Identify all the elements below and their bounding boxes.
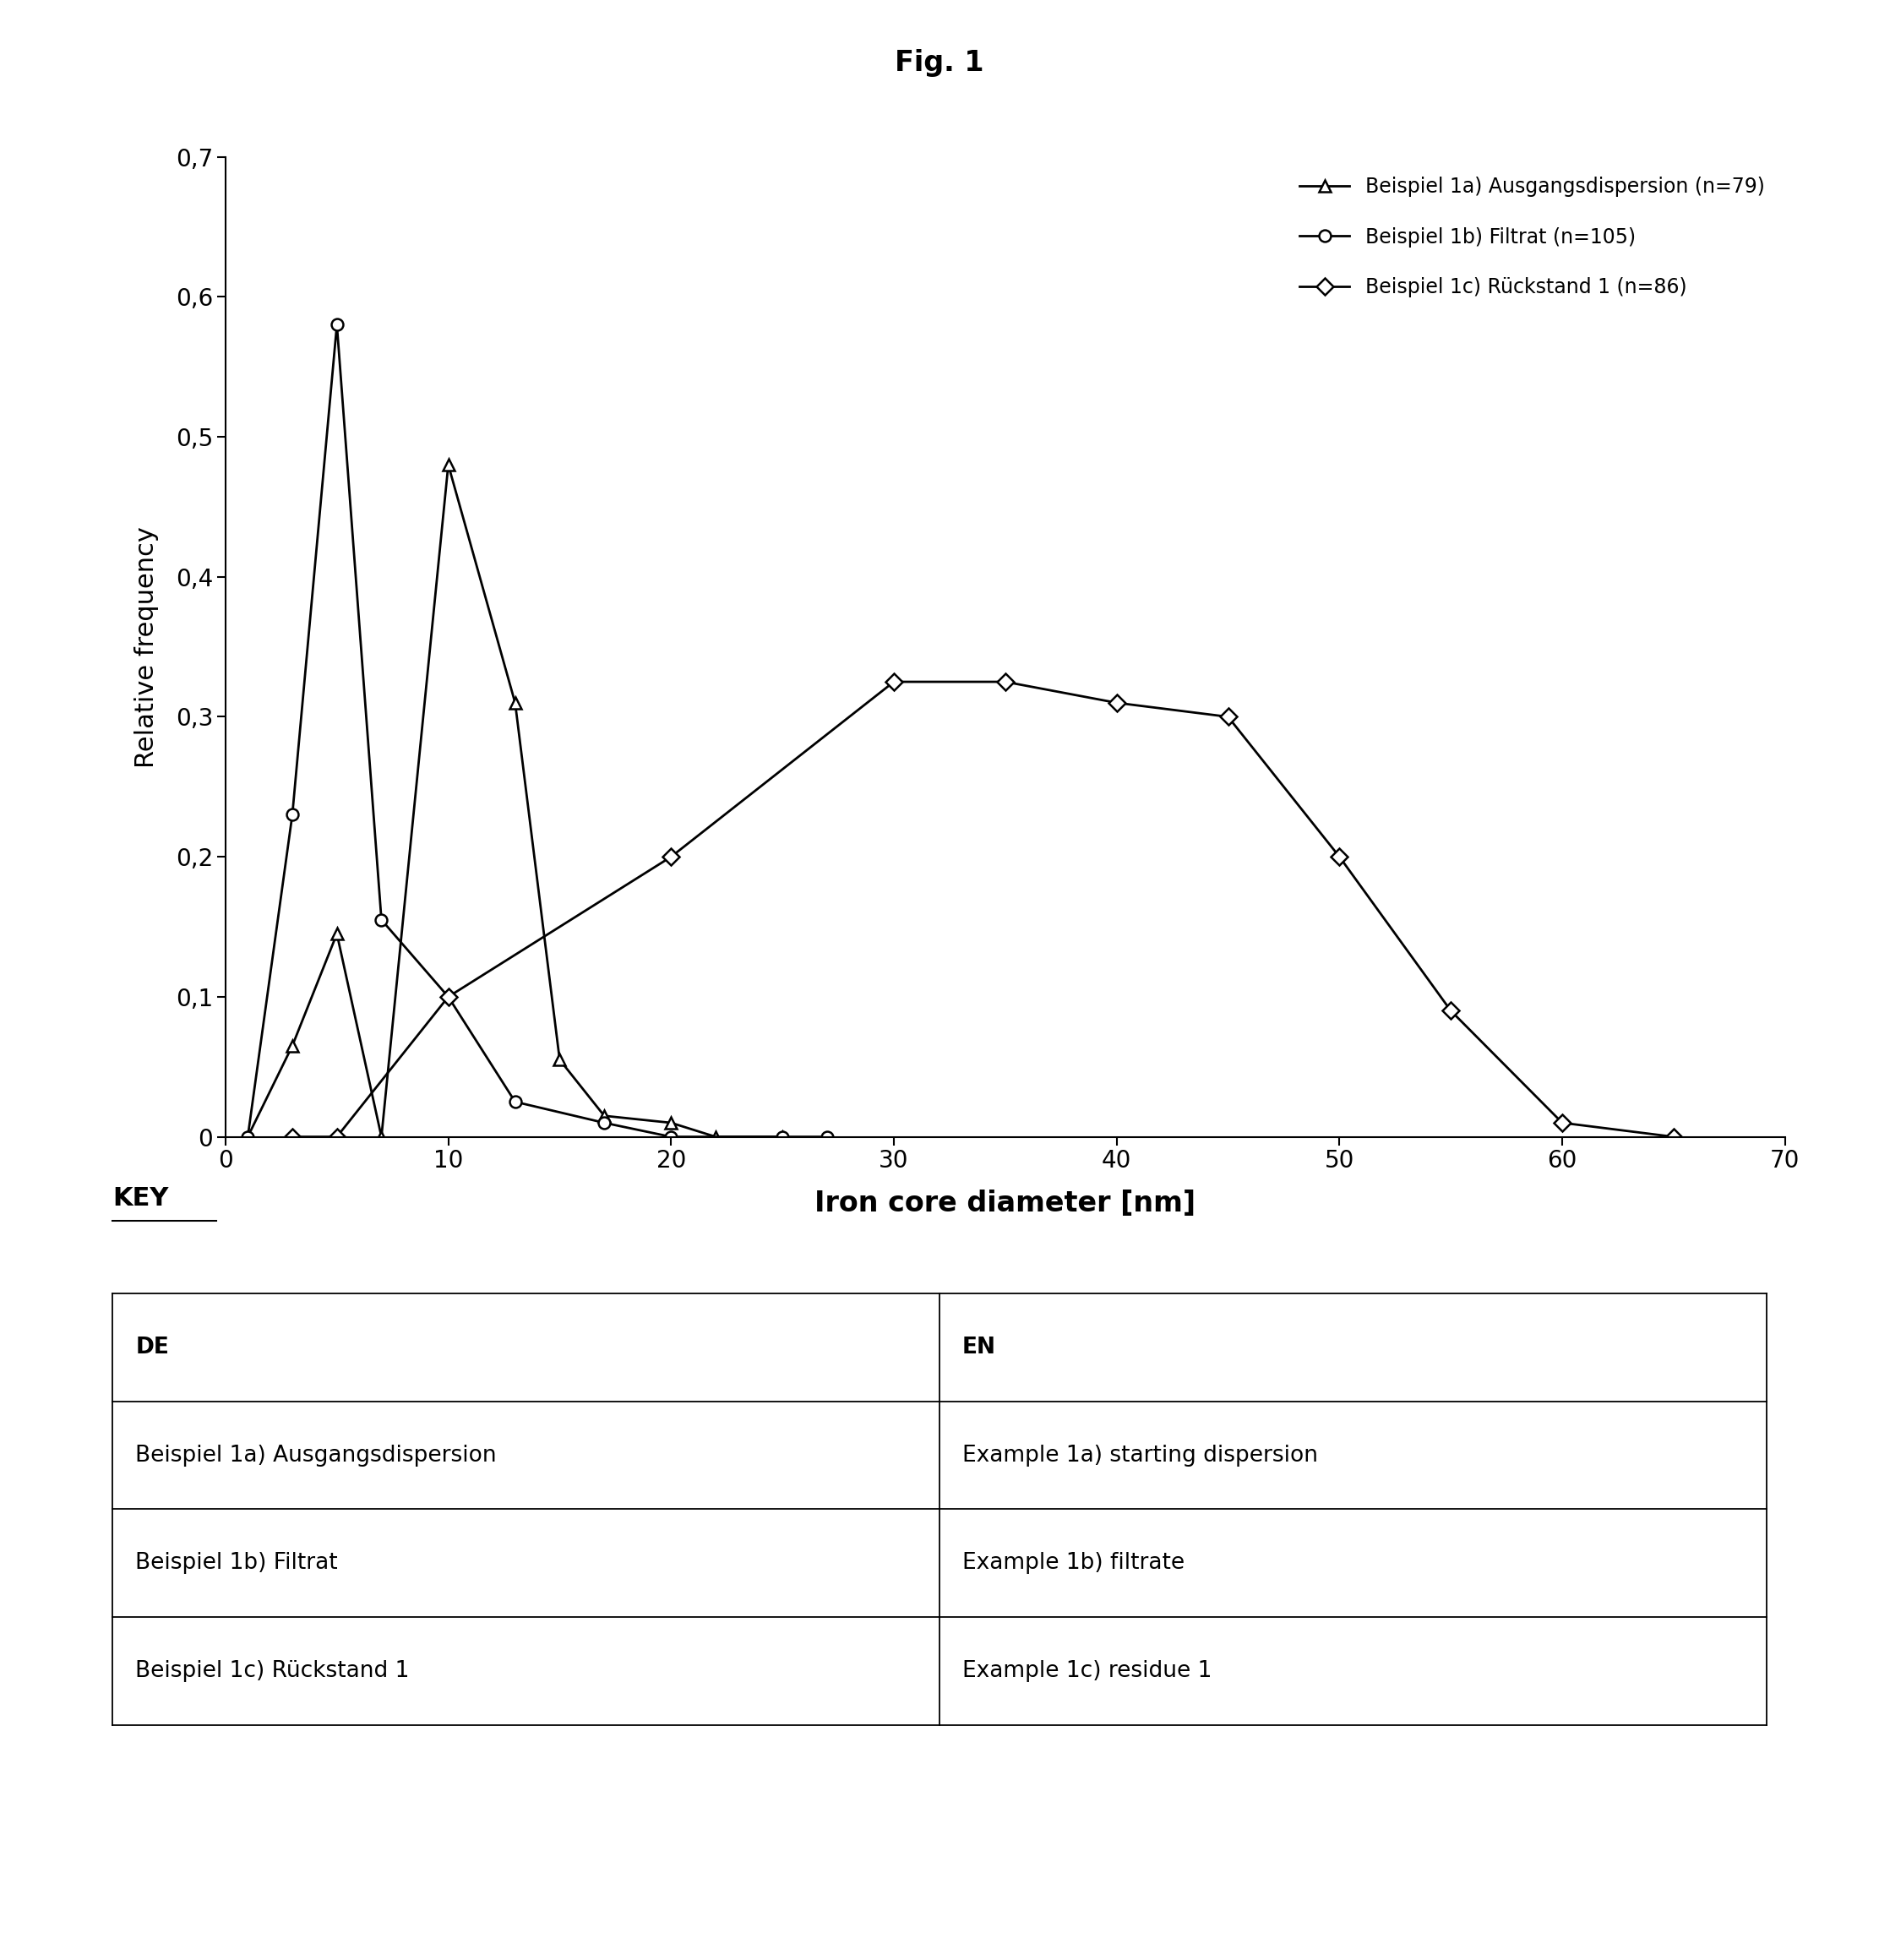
Beispiel 1a) Ausgangsdispersion (n=79) bbox=[770, 1125, 793, 1149]
Beispiel 1b) Filtrat (n=105) bbox=[660, 1125, 682, 1149]
Text: DE: DE bbox=[135, 1337, 169, 1358]
Beispiel 1b) Filtrat (n=105) bbox=[594, 1111, 616, 1135]
Beispiel 1a) Ausgangsdispersion (n=79) bbox=[325, 921, 348, 945]
Beispiel 1c) Rückstand 1 (n=86) bbox=[325, 1125, 348, 1149]
Text: Beispiel 1b) Filtrat: Beispiel 1b) Filtrat bbox=[135, 1552, 338, 1574]
X-axis label: Iron core diameter [nm]: Iron core diameter [nm] bbox=[815, 1190, 1195, 1217]
Beispiel 1c) Rückstand 1 (n=86) bbox=[1105, 692, 1127, 715]
Beispiel 1a) Ausgangsdispersion (n=79) bbox=[504, 692, 526, 715]
Beispiel 1c) Rückstand 1 (n=86) bbox=[994, 670, 1017, 694]
Beispiel 1b) Filtrat (n=105) bbox=[438, 986, 460, 1009]
Text: EN: EN bbox=[962, 1337, 996, 1358]
Beispiel 1b) Filtrat (n=105) bbox=[282, 804, 304, 827]
Beispiel 1c) Rückstand 1 (n=86) bbox=[1328, 845, 1351, 868]
Beispiel 1b) Filtrat (n=105) bbox=[504, 1090, 526, 1113]
Beispiel 1b) Filtrat (n=105) bbox=[237, 1125, 259, 1149]
Line: Beispiel 1a) Ausgangsdispersion (n=79): Beispiel 1a) Ausgangsdispersion (n=79) bbox=[242, 459, 789, 1143]
Beispiel 1a) Ausgangsdispersion (n=79) bbox=[438, 453, 460, 476]
Beispiel 1a) Ausgangsdispersion (n=79) bbox=[282, 1035, 304, 1058]
Beispiel 1c) Rückstand 1 (n=86) bbox=[1218, 706, 1240, 729]
Text: Beispiel 1c) Rückstand 1: Beispiel 1c) Rückstand 1 bbox=[135, 1660, 410, 1682]
Text: Example 1a) starting dispersion: Example 1a) starting dispersion bbox=[962, 1445, 1317, 1466]
Beispiel 1a) Ausgangsdispersion (n=79) bbox=[660, 1111, 682, 1135]
Beispiel 1b) Filtrat (n=105) bbox=[325, 314, 348, 337]
Beispiel 1a) Ausgangsdispersion (n=79) bbox=[705, 1125, 727, 1149]
Beispiel 1c) Rückstand 1 (n=86) bbox=[438, 986, 460, 1009]
Beispiel 1b) Filtrat (n=105) bbox=[770, 1125, 793, 1149]
Text: Fig. 1: Fig. 1 bbox=[894, 49, 985, 76]
Beispiel 1c) Rückstand 1 (n=86) bbox=[883, 670, 906, 694]
Text: KEY: KEY bbox=[113, 1186, 169, 1209]
Text: Example 1c) residue 1: Example 1c) residue 1 bbox=[962, 1660, 1212, 1682]
Beispiel 1a) Ausgangsdispersion (n=79) bbox=[370, 1125, 393, 1149]
Y-axis label: Relative frequency: Relative frequency bbox=[135, 525, 160, 768]
Legend: Beispiel 1a) Ausgangsdispersion (n=79), Beispiel 1b) Filtrat (n=105), Beispiel 1: Beispiel 1a) Ausgangsdispersion (n=79), … bbox=[1289, 167, 1776, 308]
Beispiel 1c) Rückstand 1 (n=86) bbox=[1550, 1111, 1573, 1135]
Text: Beispiel 1a) Ausgangsdispersion: Beispiel 1a) Ausgangsdispersion bbox=[135, 1445, 496, 1466]
Line: Beispiel 1c) Rückstand 1 (n=86): Beispiel 1c) Rückstand 1 (n=86) bbox=[286, 676, 1680, 1143]
Text: Example 1b) filtrate: Example 1b) filtrate bbox=[962, 1552, 1184, 1574]
Beispiel 1c) Rückstand 1 (n=86) bbox=[660, 845, 682, 868]
Beispiel 1c) Rückstand 1 (n=86) bbox=[282, 1125, 304, 1149]
Beispiel 1b) Filtrat (n=105) bbox=[815, 1125, 838, 1149]
Beispiel 1a) Ausgangsdispersion (n=79) bbox=[237, 1125, 259, 1149]
Beispiel 1b) Filtrat (n=105) bbox=[370, 907, 393, 931]
Beispiel 1c) Rückstand 1 (n=86) bbox=[1439, 1000, 1462, 1023]
Line: Beispiel 1b) Filtrat (n=105): Beispiel 1b) Filtrat (n=105) bbox=[242, 319, 832, 1143]
Beispiel 1a) Ausgangsdispersion (n=79) bbox=[594, 1103, 616, 1127]
Beispiel 1c) Rückstand 1 (n=86) bbox=[1663, 1125, 1685, 1149]
Beispiel 1a) Ausgangsdispersion (n=79) bbox=[549, 1049, 571, 1072]
